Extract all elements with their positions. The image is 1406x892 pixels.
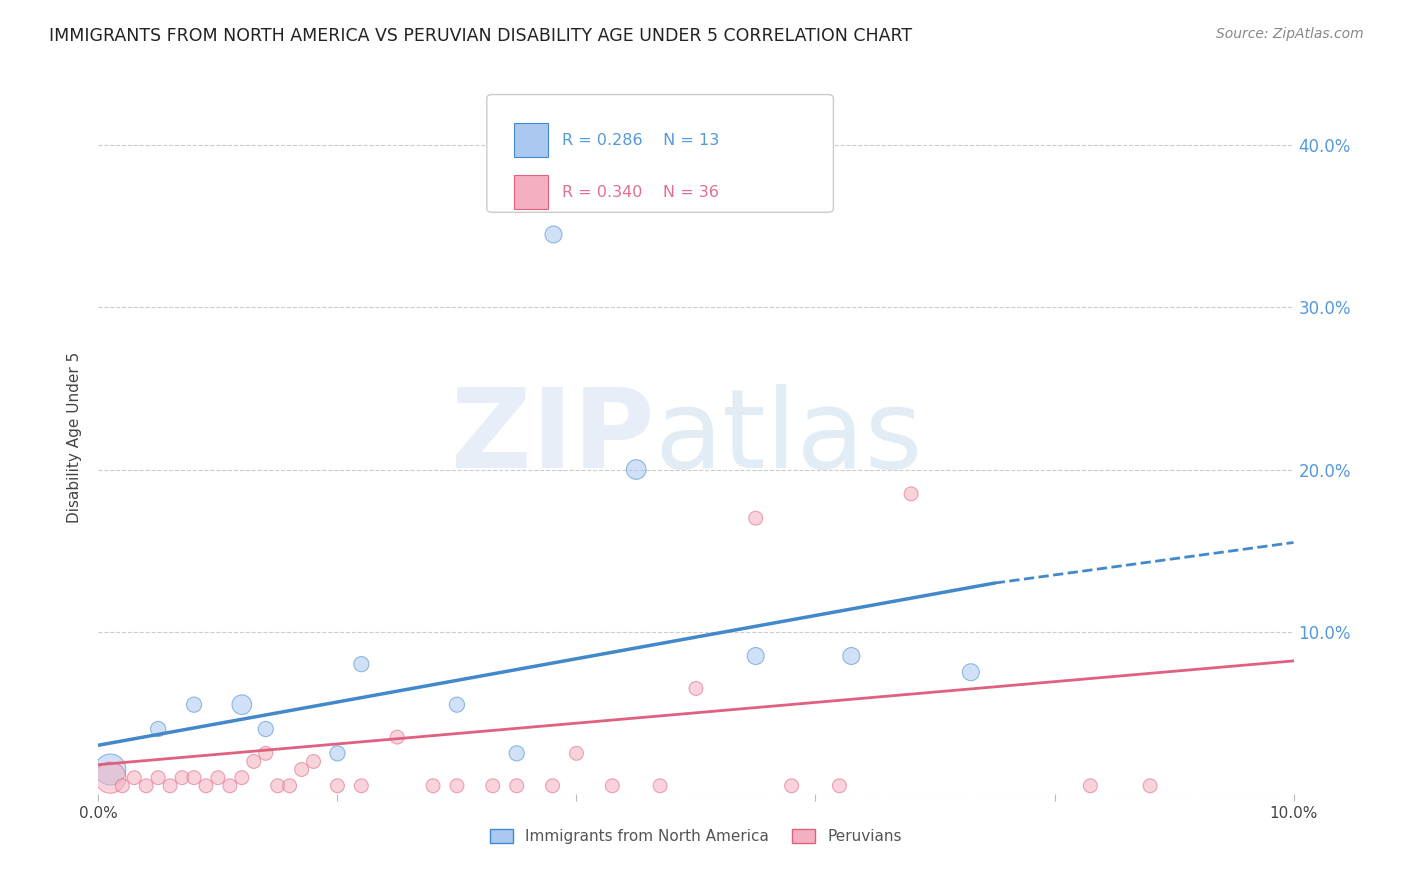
Point xyxy=(219,779,242,793)
Point xyxy=(326,747,349,761)
Point xyxy=(148,771,170,785)
Point xyxy=(231,698,253,712)
FancyBboxPatch shape xyxy=(486,95,834,212)
Point xyxy=(745,511,768,525)
Point xyxy=(291,763,314,777)
Point xyxy=(195,779,218,793)
Text: ZIP: ZIP xyxy=(451,384,654,491)
Point xyxy=(267,779,290,793)
Point xyxy=(159,779,181,793)
Point xyxy=(841,648,863,663)
Point xyxy=(626,462,648,476)
Point xyxy=(243,755,266,769)
Point xyxy=(254,747,277,761)
Point xyxy=(506,747,529,761)
Point xyxy=(900,487,922,501)
Point xyxy=(231,771,253,785)
Bar xyxy=(515,123,548,157)
Point xyxy=(302,755,325,769)
Point xyxy=(446,779,468,793)
Point xyxy=(148,722,170,736)
Point xyxy=(98,771,122,785)
Text: atlas: atlas xyxy=(654,384,922,491)
Text: R = 0.286    N = 13: R = 0.286 N = 13 xyxy=(562,133,720,148)
Point xyxy=(350,657,373,672)
Point xyxy=(828,779,851,793)
Point xyxy=(780,779,803,793)
Point xyxy=(541,227,564,242)
Legend: Immigrants from North America, Peruvians: Immigrants from North America, Peruvians xyxy=(484,823,908,850)
Bar xyxy=(515,175,548,210)
Text: R = 0.340    N = 36: R = 0.340 N = 36 xyxy=(562,185,718,200)
Point xyxy=(183,771,205,785)
Point xyxy=(172,771,194,785)
Point xyxy=(446,698,468,712)
Point xyxy=(650,779,672,793)
Point xyxy=(565,747,588,761)
Point xyxy=(482,779,505,793)
Point xyxy=(960,665,983,680)
Point xyxy=(278,779,301,793)
Point xyxy=(745,648,768,663)
Point xyxy=(254,722,277,736)
Point xyxy=(350,779,373,793)
Text: Source: ZipAtlas.com: Source: ZipAtlas.com xyxy=(1216,27,1364,41)
Point xyxy=(1139,779,1161,793)
Point xyxy=(541,779,564,793)
Point xyxy=(111,779,134,793)
Point xyxy=(506,779,529,793)
Point xyxy=(207,771,229,785)
Point xyxy=(183,698,205,712)
Point xyxy=(135,779,157,793)
Point xyxy=(602,779,624,793)
Text: IMMIGRANTS FROM NORTH AMERICA VS PERUVIAN DISABILITY AGE UNDER 5 CORRELATION CHA: IMMIGRANTS FROM NORTH AMERICA VS PERUVIA… xyxy=(49,27,912,45)
Point xyxy=(98,763,122,777)
Point xyxy=(124,771,146,785)
Point xyxy=(685,681,707,696)
Point xyxy=(326,779,349,793)
Y-axis label: Disability Age Under 5: Disability Age Under 5 xyxy=(67,351,83,523)
Point xyxy=(385,730,409,744)
Point xyxy=(422,779,444,793)
Point xyxy=(1080,779,1102,793)
